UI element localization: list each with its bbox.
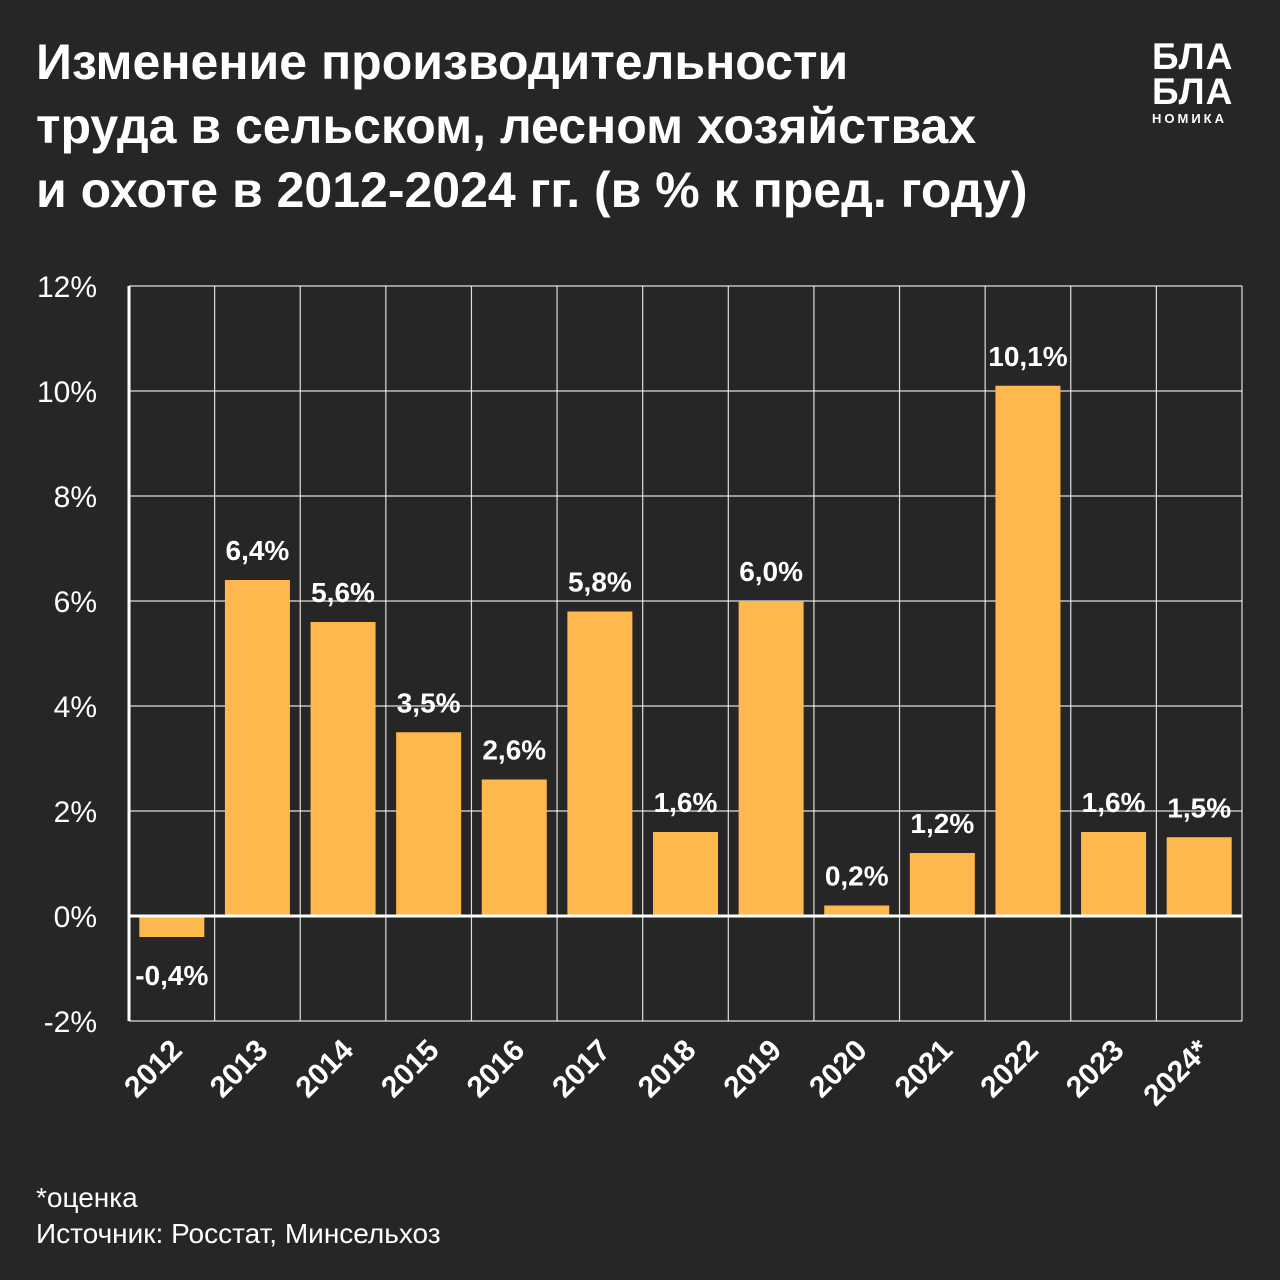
chart-title: Изменение производительности труда в сел…: [36, 30, 1146, 222]
bar-2017: [567, 611, 633, 916]
y-tick-labels: -2% 0% 2% 4% 6% 8% 10% 12%: [37, 271, 97, 1039]
value-label: 3,5%: [397, 687, 461, 718]
bar-2023: [1081, 832, 1147, 916]
logo-line-2: БЛА: [1152, 71, 1234, 112]
bar-2019: [738, 601, 804, 916]
x-tick-label: 2021: [889, 1034, 960, 1105]
x-tick-label: 2024*: [1137, 1033, 1216, 1112]
bar-2022: [995, 385, 1061, 916]
bar-2020: [824, 905, 890, 916]
x-tick-label: 2020: [803, 1034, 874, 1105]
bar-2021: [909, 853, 975, 916]
x-tick-labels: 2012 2013 2014 2015 2016 2017 2018 2019 2020 2021…: [118, 1033, 1216, 1112]
value-label: 5,8%: [568, 567, 632, 598]
y-tick-label: 8%: [54, 481, 97, 514]
x-tick-label: 2017: [546, 1034, 617, 1105]
title-line-2: труда в сельском, лесном хозяйствах: [36, 98, 977, 154]
logo-line-3: НОМИКА: [1152, 111, 1227, 126]
bar-2018: [653, 832, 718, 916]
y-tick-label: -2%: [44, 1006, 97, 1039]
footer: *оценка Источник: Росстат, Минсельхоз: [36, 1180, 441, 1252]
y-tick-label: 12%: [37, 271, 97, 304]
y-tick-label: 10%: [37, 376, 97, 409]
bar-2015: [396, 732, 462, 916]
grid-lines: [129, 285, 1243, 1022]
bar-2024*: [1166, 837, 1232, 916]
value-label: 2,6%: [482, 735, 546, 766]
value-label: 0,2%: [825, 861, 889, 892]
logo-line-1: БЛА: [1152, 36, 1234, 77]
title-line-1: Изменение производительности: [36, 34, 849, 90]
x-tick-label: 2014: [289, 1033, 360, 1104]
blablanomika-logo: БЛА БЛА НОМИКА: [1152, 38, 1248, 125]
source-note: Источник: Росстат, Минсельхоз: [36, 1218, 441, 1249]
bar-2013: [224, 580, 290, 916]
title-line-3: и охоте в 2012-2024 гг. (в % к пред. год…: [36, 162, 1028, 218]
x-tick-label: 2023: [1060, 1034, 1131, 1105]
value-label: 6,0%: [739, 556, 803, 587]
bar-2016: [481, 779, 547, 916]
x-tick-label: 2015: [375, 1034, 446, 1105]
value-label: 1,2%: [910, 808, 974, 839]
bar-chart: -0,4% 6,4% 5,6% 3,5% 2,6% 5,8% 1,6% 6,0% 0,2% 1,2…: [37, 271, 1243, 1112]
x-tick-label: 2012: [118, 1034, 189, 1105]
value-label: 1,5%: [1167, 792, 1231, 823]
x-tick-label: 2016: [461, 1034, 532, 1105]
x-tick-label: 2022: [974, 1034, 1045, 1105]
y-tick-label: 0%: [54, 901, 97, 934]
value-label: 1,6%: [654, 787, 718, 818]
value-label: 5,6%: [311, 577, 375, 608]
y-tick-label: 2%: [54, 796, 97, 829]
value-label: 1,6%: [1082, 787, 1146, 818]
bar-2014: [310, 622, 376, 916]
value-labels: -0,4% 6,4% 5,6% 3,5% 2,6% 5,8% 1,6% 6,0% 0,2% 1,2…: [135, 341, 1231, 991]
bar-2012: [139, 916, 205, 937]
value-label: 6,4%: [226, 535, 290, 566]
x-tick-label: 2019: [718, 1034, 789, 1105]
value-label: 10,1%: [988, 341, 1067, 372]
y-tick-label: 4%: [54, 691, 97, 724]
value-label: -0,4%: [135, 960, 208, 991]
footnote: *оценка: [36, 1182, 138, 1213]
x-tick-label: 2013: [204, 1034, 275, 1105]
y-tick-label: 6%: [54, 586, 97, 619]
axes: [127, 286, 1242, 1021]
bars: [139, 385, 1232, 937]
x-tick-label: 2018: [632, 1034, 703, 1105]
